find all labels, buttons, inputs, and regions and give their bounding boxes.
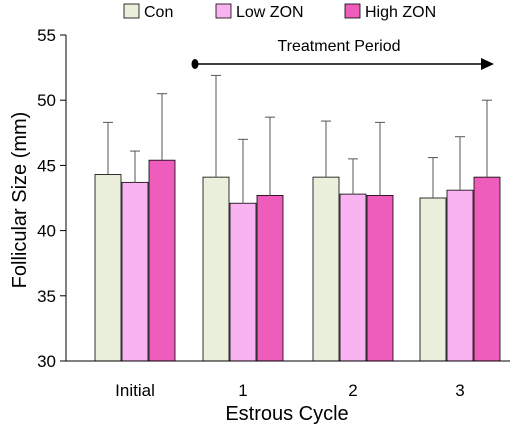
y-tick-label: 50 <box>37 91 56 110</box>
bar <box>121 181 149 362</box>
y-tick-label: 35 <box>37 287 56 306</box>
legend: Con Low ZON High ZON <box>123 3 436 21</box>
y-tick-label: 45 <box>37 156 56 175</box>
bar <box>312 176 340 362</box>
legend-label: High ZON <box>365 4 436 21</box>
bar <box>419 197 447 362</box>
bar <box>473 176 501 362</box>
bar <box>256 194 284 362</box>
bar <box>202 176 230 362</box>
y-tick-label: 55 <box>37 26 56 45</box>
annotation-label: Treatment Period <box>277 38 400 55</box>
legend-label: Low ZON <box>236 4 304 21</box>
bar <box>366 194 394 362</box>
x-tick-label: 2 <box>348 381 357 400</box>
treatment-period-annotation: Treatment Period <box>191 38 494 70</box>
y-tick-label: 40 <box>37 222 56 241</box>
y-axis: 30 35 40 45 50 55 <box>37 26 67 371</box>
bar <box>339 193 367 362</box>
legend-swatch <box>215 3 232 19</box>
annotation-arrowhead <box>481 58 494 70</box>
x-tick-label: Initial <box>115 381 155 400</box>
x-axis-title: Estrous Cycle <box>225 403 348 425</box>
x-axis: Initial 1 2 3 <box>66 360 510 400</box>
legend-swatch <box>344 3 361 19</box>
x-tick-label: 3 <box>455 381 464 400</box>
legend-swatch <box>123 3 140 19</box>
bars <box>94 74 501 362</box>
annotation-arrow-tail <box>191 59 199 69</box>
x-tick-label: 1 <box>238 381 247 400</box>
bar <box>148 159 176 362</box>
bar <box>446 189 474 362</box>
bar <box>94 174 122 362</box>
y-tick-label: 30 <box>37 352 56 371</box>
y-axis-title: Follicular Size (mm) <box>9 112 31 289</box>
bar <box>229 202 257 362</box>
legend-label: Con <box>144 4 173 21</box>
